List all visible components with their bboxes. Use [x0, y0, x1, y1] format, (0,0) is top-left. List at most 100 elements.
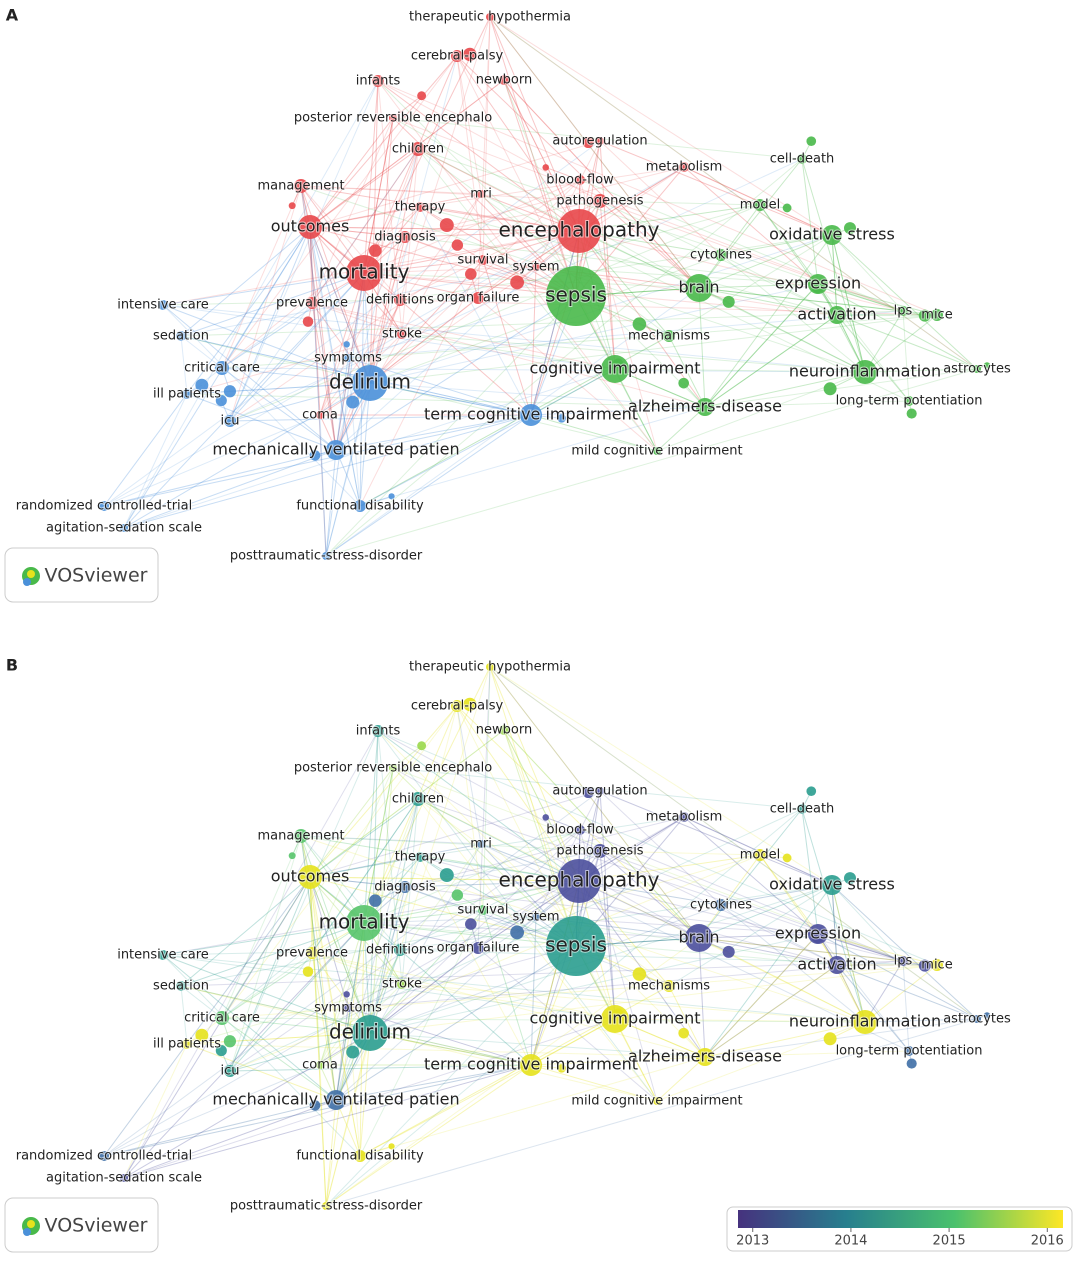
node-label: posterior reversible encephalo [294, 761, 492, 776]
edge [124, 227, 310, 528]
node-label: mild cognitive impairment [571, 444, 742, 459]
colorbar-tick-label: 2013 [736, 1234, 769, 1249]
node-label: agitation-sedation scale [46, 1171, 202, 1186]
node-label: alzheimers-disease [628, 1047, 782, 1066]
node-label: therapeutic hypothermia [409, 10, 571, 25]
edge [699, 938, 705, 1057]
node-label: intensive care [117, 298, 209, 313]
node-label: cognitive impairment [529, 359, 700, 378]
edge [104, 415, 531, 506]
node-label: neuroinflammation [789, 362, 941, 381]
node-label: coma [302, 1058, 338, 1073]
node-label: mri [470, 187, 492, 202]
node [224, 385, 236, 397]
node-label: functional disability [296, 1149, 424, 1164]
node-label: sepsis [545, 933, 607, 957]
node-label: randomized controlled-trial [16, 499, 192, 514]
node-label: cerebral-palsy [411, 49, 504, 64]
node-label: delirium [329, 370, 411, 394]
node-label: ill patients [153, 1037, 221, 1052]
node-label: survival [458, 253, 509, 268]
node [440, 868, 454, 882]
node-label: oxidative stress [769, 225, 895, 244]
node-label: functional disability [296, 499, 424, 514]
edge [326, 296, 576, 556]
node-label: delirium [329, 1020, 411, 1044]
node-label: outcomes [271, 867, 350, 886]
node-label: long-term potentiation [836, 1044, 983, 1059]
edge [705, 934, 818, 1057]
edge [124, 450, 336, 528]
node [465, 918, 477, 930]
node-label: cytokines [690, 898, 752, 913]
node-label: stroke [382, 327, 422, 342]
node-label: model [740, 848, 780, 863]
node-label: model [740, 198, 780, 213]
node [417, 741, 426, 750]
node-label: alzheimers-disease [628, 397, 782, 416]
node [510, 275, 524, 289]
logo-text: VOSviewer [45, 565, 148, 587]
node-label: cytokines [690, 248, 752, 263]
logo-icon [27, 1220, 35, 1228]
node [678, 1028, 689, 1039]
node-label: management [257, 179, 344, 194]
logo-icon [23, 578, 31, 586]
node-label: intensive care [117, 948, 209, 963]
node-label: lps [894, 954, 913, 969]
node-label: mice [921, 308, 952, 323]
edge [326, 946, 576, 1206]
node-label: children [392, 142, 444, 157]
node-label: oxidative stress [769, 875, 895, 894]
node-label: definitions [366, 293, 434, 308]
node-label: blood-flow [546, 173, 614, 188]
node [678, 378, 689, 389]
node-label: mechanisms [628, 979, 710, 994]
node-label: blood-flow [546, 823, 614, 838]
node-label: system [513, 910, 560, 925]
edge [104, 1065, 531, 1156]
node-label: therapy [395, 850, 446, 865]
node-label: term cognitive impairment [424, 405, 638, 424]
node-label: randomized controlled-trial [16, 1149, 192, 1164]
node-label: encephalopathy [498, 868, 659, 892]
node-label: organ failure [437, 941, 520, 956]
node [510, 925, 524, 939]
node-label: mild cognitive impairment [571, 1094, 742, 1109]
node-label: symptoms [314, 1001, 382, 1016]
node [346, 1046, 359, 1059]
edge [360, 415, 531, 506]
node-label: cerebral-palsy [411, 699, 504, 714]
node-label: coma [302, 408, 338, 423]
edge [320, 415, 326, 556]
node-label: infants [356, 74, 401, 89]
node-label: pathogenesis [556, 194, 643, 209]
node [224, 1035, 236, 1047]
node-label: pathogenesis [556, 844, 643, 859]
edge [705, 284, 818, 407]
node-label: posttraumatic-stress-disorder [230, 1199, 423, 1214]
node [542, 814, 549, 821]
node-label: critical care [184, 361, 260, 376]
node-label: stroke [382, 977, 422, 992]
node-label: organ failure [437, 291, 520, 306]
node-label: mechanisms [628, 329, 710, 344]
edge [104, 1065, 320, 1156]
node [289, 202, 296, 209]
node [346, 396, 359, 409]
node-label: metabolism [646, 810, 723, 825]
node [369, 894, 382, 907]
node-label: posterior reversible encephalo [294, 111, 492, 126]
node-label: definitions [366, 943, 434, 958]
node [783, 204, 792, 213]
node-label: mortality [319, 910, 410, 934]
edge [903, 961, 909, 1051]
node-label: long-term potentiation [836, 394, 983, 409]
node-label: newborn [476, 723, 532, 738]
node [465, 268, 477, 280]
node [452, 239, 463, 250]
node-label: cell-death [770, 802, 835, 817]
colorbar [738, 1210, 1063, 1228]
